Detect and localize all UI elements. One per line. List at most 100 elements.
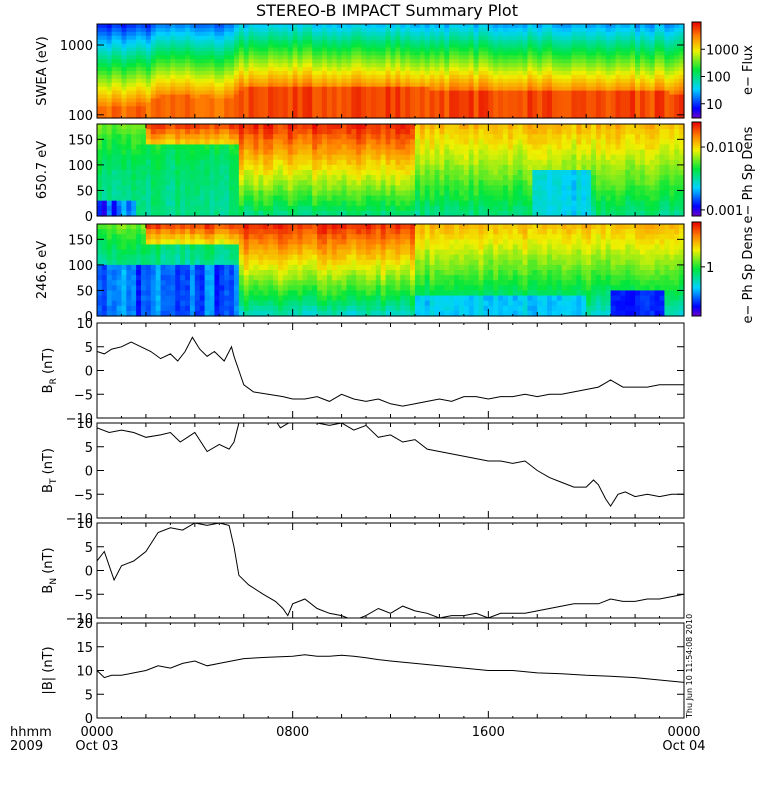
heatmap-cell [391,51,396,56]
heatmap-cell [185,75,190,80]
heatmap-cell [581,28,586,33]
heatmap-cell [503,160,508,166]
heatmap-cell [562,79,567,84]
heatmap-cell [674,98,679,103]
heatmap-cell [195,124,200,130]
heatmap-cell [552,59,557,64]
heatmap-cell [332,40,337,45]
heatmap-cell [205,165,210,171]
heatmap-cell [660,40,665,45]
heatmap-cell [302,124,307,130]
heatmap-cell [263,144,268,150]
heatmap-cell [229,129,234,135]
heatmap-cell [361,170,366,176]
heatmap-cell [351,36,356,41]
heatmap-cell [302,24,307,29]
heatmap-cell [317,48,322,53]
heatmap-cell [288,190,293,196]
heatmap-cell [195,95,200,100]
heatmap-cell [405,75,410,80]
heatmap-cell [581,79,586,84]
heatmap-cell [195,134,200,140]
heatmap-cell [121,144,126,150]
heatmap-cell [449,129,454,135]
heatmap-cell [351,55,356,60]
heatmap-cell [332,129,337,135]
heatmap-cell [405,51,410,56]
heatmap-cell [102,201,107,207]
heatmap-cell [126,91,131,96]
heatmap-cell [200,51,205,56]
heatmap-cell [322,63,327,68]
heatmap-cell [391,24,396,29]
heatmap-cell [283,55,288,60]
heatmap-cell [175,91,180,96]
heatmap-cell [625,32,630,37]
heatmap-cell [175,59,180,64]
heatmap-cell [381,59,386,64]
heatmap-cell [219,165,224,171]
heatmap-cell [518,75,523,80]
heatmap-cell [346,150,351,156]
heatmap-cell [234,150,239,156]
heatmap-cell [415,185,420,191]
heatmap-cell [312,63,317,68]
heatmap-cell [542,160,547,166]
heatmap-cell [454,150,459,156]
heatmap-cell [146,175,151,181]
heatmap-cell [391,170,396,176]
heatmap-cell [102,155,107,161]
heatmap-cell [586,40,591,45]
heatmap-cell [254,185,259,191]
heatmap-cell [552,106,557,111]
heatmap-cell [361,190,366,196]
heatmap-cell [151,36,156,41]
heatmap-cell [464,63,469,68]
heatmap-cell [518,124,523,130]
heatmap-cell [263,36,268,41]
heatmap-cell [234,51,239,56]
heatmap-cell [356,106,361,111]
heatmap-cell [616,129,621,135]
heatmap-cell [185,63,190,68]
heatmap-cell [474,165,479,171]
heatmap-cell [117,139,122,145]
heatmap-cell [151,129,156,135]
heatmap-cell [302,40,307,45]
heatmap-cell [346,36,351,41]
heatmap-cell [630,40,635,45]
heatmap-cell [263,98,268,103]
heatmap-cell [141,190,146,196]
heatmap-cell [361,201,366,207]
heatmap-cell [493,98,498,103]
heatmap-cell [674,91,679,96]
heatmap-cell [136,48,141,53]
heatmap-cell [327,79,332,84]
heatmap-cell [366,67,371,72]
heatmap-cell [239,55,244,60]
heatmap-cell [141,160,146,166]
heatmap-cell [527,102,532,107]
heatmap-cell [126,196,131,202]
heatmap-cell [532,91,537,96]
heatmap-cell [210,144,215,150]
heatmap-cell [527,190,532,196]
heatmap-cell [596,24,601,29]
heatmap-cell [234,44,239,49]
heatmap-cell [620,71,625,76]
heatmap-cell [165,110,170,115]
heatmap-cell [268,95,273,100]
heatmap-cell [195,44,200,49]
heatmap-cell [567,139,572,145]
heatmap-cell [410,180,415,186]
heatmap-cell [131,190,136,196]
heatmap-cell [307,139,312,145]
heatmap-cell [219,44,224,49]
heatmap-cell [351,75,356,80]
heatmap-cell [263,63,268,68]
heatmap-cell [640,110,645,115]
heatmap-cell [273,150,278,156]
heatmap-cell [254,28,259,33]
heatmap-cell [366,44,371,49]
heatmap-cell [567,59,572,64]
